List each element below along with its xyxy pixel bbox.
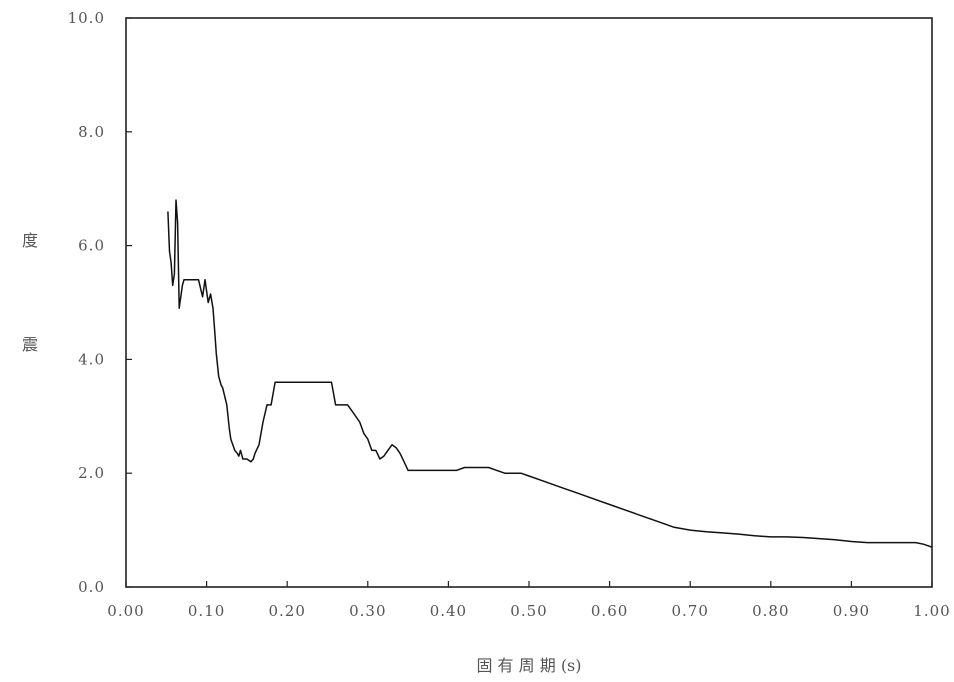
x-tick-label: 0.60 <box>591 602 628 620</box>
y-tick-label: 2.0 <box>78 464 105 482</box>
x-tick-label: 0.50 <box>510 602 547 620</box>
series-line <box>167 199 933 548</box>
x-tick-label: 0.30 <box>349 602 386 620</box>
y-tick-label: 10.0 <box>68 9 105 27</box>
x-axis-ticks: 0.00 0.10 0.20 0.30 0.40 0.50 0.60 0.70 0.80 0.90… <box>107 581 950 620</box>
y-axis-ticks: 0.0 2.0 4.0 6.0 8.0 10.0 <box>68 9 132 596</box>
y-tick-label: 4.0 <box>78 350 105 368</box>
x-tick-label: 0.10 <box>188 602 225 620</box>
y-axis-title-char-2: 震 <box>22 335 38 354</box>
y-tick-label: 0.0 <box>78 578 105 596</box>
plot-frame <box>125 17 933 588</box>
series-layer <box>167 199 933 548</box>
x-tick-label: 0.40 <box>430 602 467 620</box>
x-tick-label: 0.20 <box>268 602 305 620</box>
x-tick-label: 0.90 <box>833 602 870 620</box>
x-tick-label: 0.00 <box>107 602 144 620</box>
x-tick-label: 0.70 <box>671 602 708 620</box>
x-tick-label: 1.00 <box>913 602 950 620</box>
y-axis-title-char-1: 度 <box>22 231 38 250</box>
x-tick-label: 0.80 <box>752 602 789 620</box>
y-tick-label: 6.0 <box>78 237 105 255</box>
x-axis-title: 固 有 周 期 (s) <box>476 656 581 675</box>
y-tick-label: 8.0 <box>78 123 105 141</box>
